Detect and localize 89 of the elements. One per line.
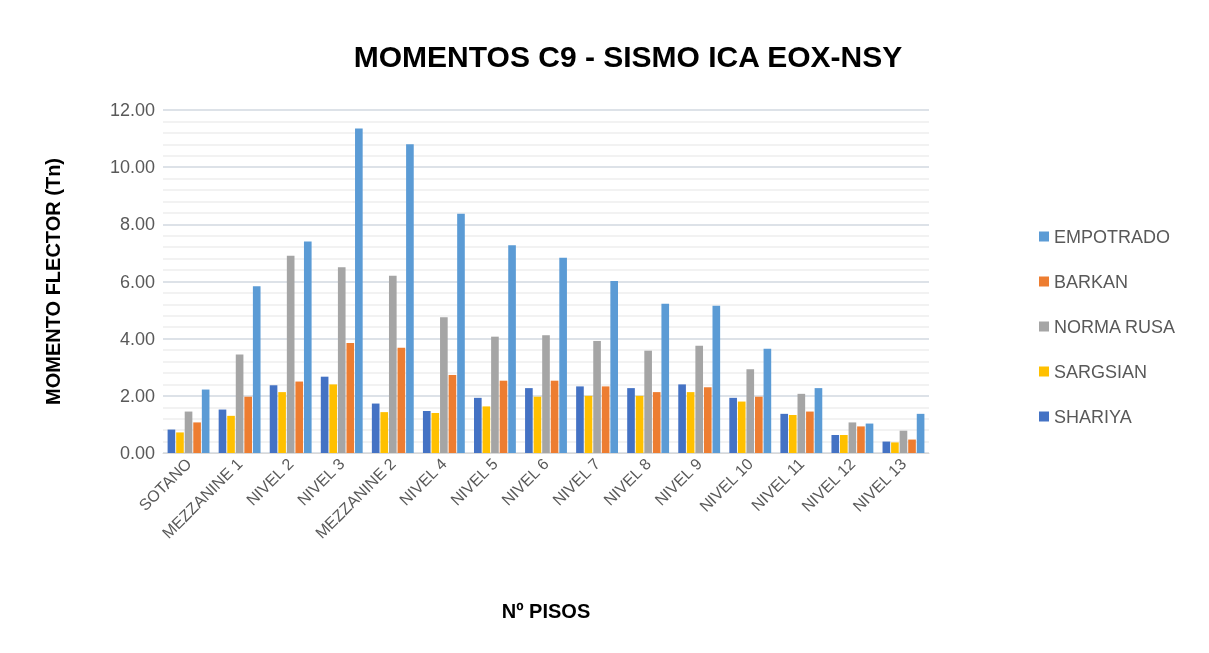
- bar: [788, 414, 797, 453]
- x-axis-title: Nº PISOS: [501, 600, 591, 622]
- bar: [388, 275, 397, 453]
- bar: [218, 409, 227, 453]
- bar: [474, 397, 482, 453]
- bar: [593, 340, 601, 453]
- bar: [184, 411, 193, 453]
- bar: [891, 442, 899, 453]
- bar: [286, 255, 295, 453]
- y-tick-label: 8.00: [119, 214, 155, 235]
- bar: [678, 384, 686, 453]
- bar: [227, 415, 235, 453]
- bar: [440, 317, 448, 453]
- bar: [703, 387, 712, 453]
- bar: [848, 422, 857, 453]
- bar: [269, 385, 278, 453]
- bar: [431, 412, 440, 453]
- bar: [346, 342, 355, 453]
- bar: [755, 396, 763, 453]
- y-tick-label: 2.00: [119, 385, 155, 406]
- legend-label: EMPOTRADO: [1053, 226, 1171, 247]
- bar: [397, 347, 406, 453]
- bar: [627, 388, 635, 453]
- bar: [193, 422, 201, 453]
- bar: [406, 144, 414, 453]
- bar: [176, 432, 184, 453]
- bar: [371, 403, 380, 453]
- bar: [661, 303, 670, 453]
- bar: [584, 395, 593, 453]
- bar: [303, 241, 312, 453]
- bar: [422, 410, 431, 453]
- bar: [380, 412, 389, 453]
- bar: [899, 430, 908, 453]
- y-tick-label: 12.00: [109, 100, 155, 120]
- bar: [329, 384, 337, 453]
- bar: [542, 335, 550, 453]
- bar: [840, 434, 848, 453]
- y-tick-label: 0.00: [119, 443, 155, 463]
- bar: [550, 380, 559, 453]
- bar: [448, 374, 457, 453]
- bar: [831, 434, 840, 453]
- bar: [806, 411, 814, 453]
- y-axis-title: MOMENTO FLECTOR (Tn): [42, 157, 64, 406]
- bar: [576, 386, 584, 453]
- bar: [916, 413, 925, 453]
- bar: [559, 257, 567, 453]
- legend-label: BARKAN: [1053, 271, 1129, 292]
- bar: [857, 426, 865, 453]
- bar: [499, 380, 508, 453]
- bar: [635, 395, 644, 453]
- bar: [652, 392, 661, 453]
- bar: [235, 354, 244, 453]
- bar: [601, 386, 610, 453]
- bar: [814, 388, 823, 453]
- bar: [763, 348, 772, 453]
- legend-label: SARGSIAN: [1053, 361, 1148, 382]
- bar: [865, 423, 874, 453]
- bar: [355, 128, 363, 453]
- y-tick-label: 6.00: [119, 271, 155, 292]
- bar: [295, 381, 304, 453]
- chart-title: MOMENTOS C9 - SISMO ICA EOX-NSY: [353, 39, 903, 73]
- bar: [278, 392, 286, 453]
- legend-label: NORMA RUSA: [1053, 316, 1176, 337]
- bar: [686, 392, 695, 453]
- bar: [201, 389, 210, 453]
- bar: [695, 345, 704, 453]
- y-tick-label: 4.00: [119, 328, 155, 349]
- bar: [337, 267, 346, 453]
- bar: [525, 388, 533, 453]
- bar: [644, 350, 652, 453]
- bar: [729, 397, 737, 453]
- bar: [482, 406, 491, 453]
- bar: [610, 280, 618, 453]
- bar: [780, 413, 789, 453]
- bar: [457, 213, 465, 453]
- bar: [797, 393, 806, 453]
- bar: [244, 396, 252, 453]
- y-tick-label: 10.00: [109, 157, 155, 178]
- bar: [508, 245, 516, 453]
- bar: [320, 376, 329, 453]
- bar: [167, 429, 176, 453]
- bar: [533, 396, 542, 453]
- bar: [491, 336, 499, 453]
- bar: [737, 401, 746, 453]
- bar: [252, 286, 261, 453]
- bar: [746, 369, 755, 453]
- bar: [712, 305, 721, 453]
- bar: [908, 439, 916, 453]
- legend-label: SHARIYA: [1053, 406, 1132, 427]
